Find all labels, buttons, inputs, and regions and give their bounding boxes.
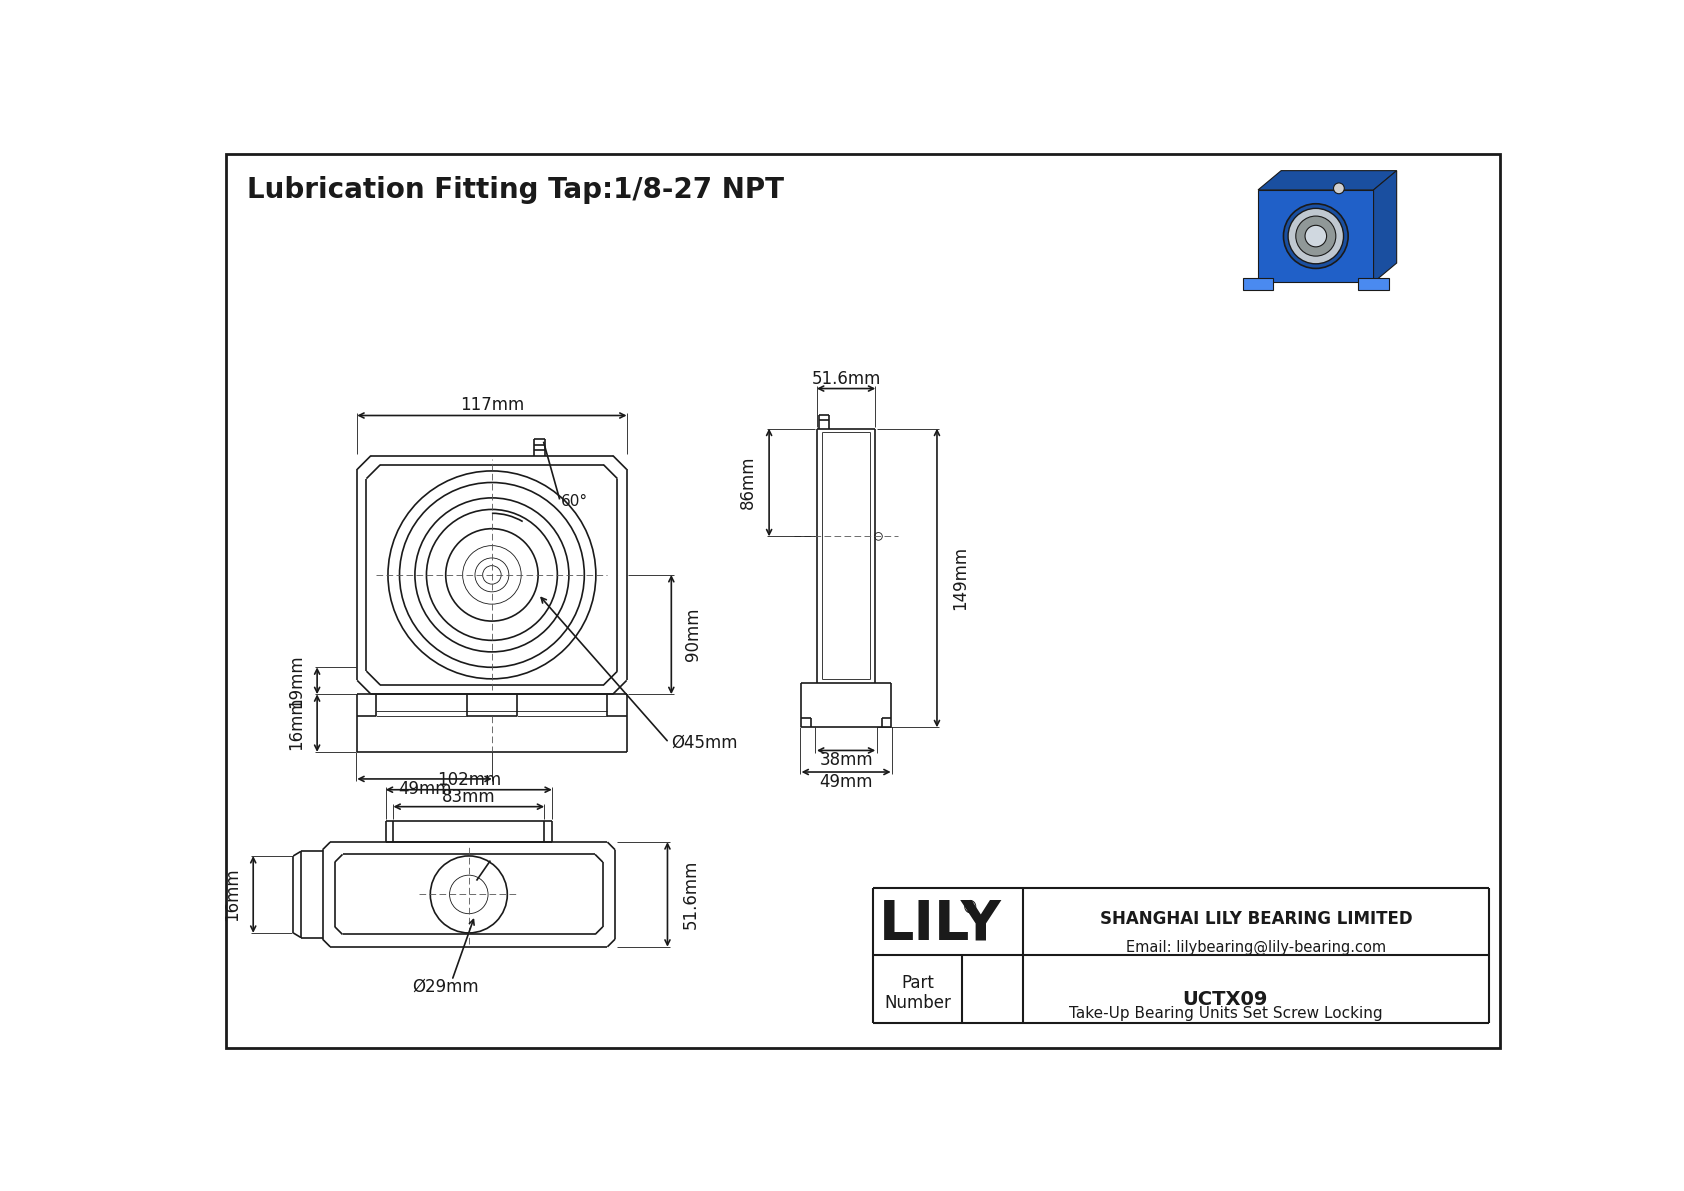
Circle shape xyxy=(1283,204,1349,268)
Circle shape xyxy=(1288,208,1344,264)
Text: 16mm: 16mm xyxy=(286,697,305,750)
Text: Take-Up Bearing Units Set Screw Locking: Take-Up Bearing Units Set Screw Locking xyxy=(1069,1006,1383,1022)
Text: 16mm: 16mm xyxy=(222,867,241,922)
Polygon shape xyxy=(1359,279,1389,289)
Polygon shape xyxy=(1258,189,1374,282)
Text: Ø29mm: Ø29mm xyxy=(413,978,478,996)
Polygon shape xyxy=(1258,170,1396,189)
Circle shape xyxy=(1334,183,1344,194)
Text: 90mm: 90mm xyxy=(684,607,702,661)
Polygon shape xyxy=(1374,170,1396,282)
Text: Ø45mm: Ø45mm xyxy=(672,734,738,752)
Text: ®: ® xyxy=(962,899,978,917)
Text: Email: lilybearing@lily-bearing.com: Email: lilybearing@lily-bearing.com xyxy=(1127,940,1386,955)
Text: 60°: 60° xyxy=(561,494,588,510)
Text: 149mm: 149mm xyxy=(951,545,968,610)
Text: 117mm: 117mm xyxy=(460,397,524,414)
Polygon shape xyxy=(1243,279,1273,289)
Text: 49mm: 49mm xyxy=(397,780,451,798)
Text: 86mm: 86mm xyxy=(739,456,756,510)
Text: Part
Number: Part Number xyxy=(884,973,951,1012)
Text: 49mm: 49mm xyxy=(820,773,872,791)
Text: 102mm: 102mm xyxy=(436,771,500,788)
Text: SHANGHAI LILY BEARING LIMITED: SHANGHAI LILY BEARING LIMITED xyxy=(1100,910,1413,928)
Text: 51.6mm: 51.6mm xyxy=(682,860,699,929)
Text: Lubrication Fitting Tap:1/8-27 NPT: Lubrication Fitting Tap:1/8-27 NPT xyxy=(248,176,785,204)
Text: LILY: LILY xyxy=(879,898,1002,952)
Text: 19mm: 19mm xyxy=(286,654,305,707)
Text: UCTX09: UCTX09 xyxy=(1182,991,1268,1010)
Circle shape xyxy=(1295,216,1335,256)
Text: 51.6mm: 51.6mm xyxy=(812,369,881,387)
Text: 38mm: 38mm xyxy=(820,752,872,769)
Circle shape xyxy=(1305,225,1327,247)
Text: 83mm: 83mm xyxy=(441,787,495,805)
